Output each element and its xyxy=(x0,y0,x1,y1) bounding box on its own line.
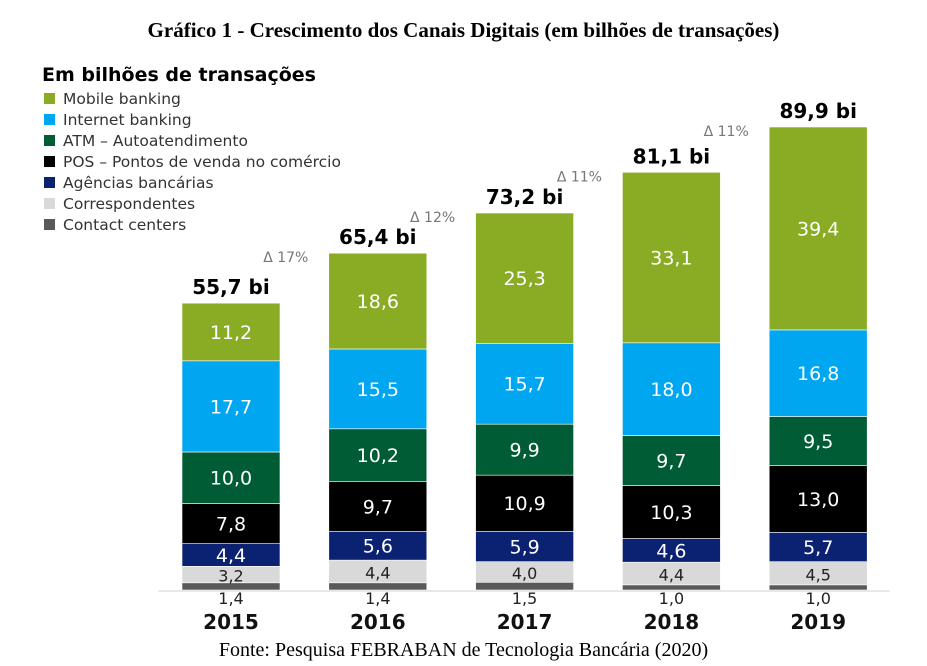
legend-label: Agências bancárias xyxy=(63,173,214,192)
bar-segment xyxy=(622,485,721,539)
legend-label: Contact centers xyxy=(63,215,187,234)
legend-swatch xyxy=(44,114,55,125)
legend-label: ATM – Autoatendimento xyxy=(63,131,248,150)
bar-segment xyxy=(181,302,281,362)
bar-segment xyxy=(328,481,428,532)
data-label: 18,0 xyxy=(650,379,692,401)
bar-segment xyxy=(768,329,868,417)
legend-swatch xyxy=(44,198,55,209)
bar-segment xyxy=(622,435,721,486)
bar-segment xyxy=(181,360,281,453)
data-label: 17,7 xyxy=(210,396,252,418)
legend: Mobile banking Internet banking ATM – Auto… xyxy=(44,88,341,235)
bar-segment xyxy=(475,423,574,476)
legend-item: ATM – Autoatendimento xyxy=(44,130,341,151)
bar-segment xyxy=(768,416,868,466)
legend-item: Agências bancárias xyxy=(44,172,341,193)
data-label: 15,7 xyxy=(503,374,545,396)
bar-segment xyxy=(328,530,428,561)
data-label: 1,5 xyxy=(512,589,537,608)
bar-segment xyxy=(181,503,281,544)
bar-segment xyxy=(622,172,721,344)
x-tick-label: 2018 xyxy=(644,610,700,634)
legend-label: Internet banking xyxy=(63,110,192,129)
growth-label: Δ 11% xyxy=(704,124,749,140)
data-label: 10,9 xyxy=(503,493,545,515)
legend-label: POS – Pontos de venda no comércio xyxy=(63,152,341,171)
x-tick-label: 2016 xyxy=(350,610,406,634)
bar-segment xyxy=(768,126,868,331)
data-label: 13,0 xyxy=(797,489,839,511)
data-label: 4,5 xyxy=(805,565,830,584)
legend-item: Mobile banking xyxy=(44,88,341,109)
total-label: 89,9 bi xyxy=(779,99,856,123)
growth-label: Δ 17% xyxy=(263,250,308,266)
data-label: 16,8 xyxy=(797,363,839,385)
data-label: 7,8 xyxy=(216,514,246,536)
source-note: Fonte: Pesquisa FEBRABAN de Tecnologia B… xyxy=(218,639,709,661)
legend-label: Correspondentes xyxy=(63,194,196,213)
data-label: 18,6 xyxy=(357,291,399,313)
x-tick-label: 2019 xyxy=(790,610,846,634)
data-label: 11,2 xyxy=(210,322,252,344)
data-label: 33,1 xyxy=(650,248,692,270)
data-label: 9,5 xyxy=(803,431,833,453)
data-label: 4,4 xyxy=(216,545,246,567)
data-label: 10,0 xyxy=(210,468,252,490)
bar-segment xyxy=(328,348,428,430)
data-label: 5,7 xyxy=(803,537,833,559)
legend-title: Em bilhões de transações xyxy=(42,64,316,86)
data-label: 9,7 xyxy=(656,450,686,472)
data-label: 4,4 xyxy=(365,563,390,582)
data-label: 10,2 xyxy=(357,445,399,467)
total-label: 65,4 bi xyxy=(339,225,416,249)
bar-segment xyxy=(328,252,428,350)
legend-swatch xyxy=(44,156,55,167)
bar-segment xyxy=(475,474,574,532)
chart-title: Gráfico 1 - Crescimento dos Canais Digit… xyxy=(147,18,780,42)
legend-swatch xyxy=(44,219,55,230)
bar-segment xyxy=(181,451,281,504)
legend-item: POS – Pontos de venda no comércio xyxy=(44,151,341,172)
legend-swatch xyxy=(44,93,55,104)
legend-swatch xyxy=(44,135,55,146)
bar-segment xyxy=(768,532,868,562)
growth-label: Δ 12% xyxy=(410,210,455,226)
x-tick-label: 2017 xyxy=(497,610,553,634)
data-label: 4,6 xyxy=(656,540,686,562)
bar-segment xyxy=(328,428,428,482)
data-label: 39,4 xyxy=(797,218,839,240)
legend-item: Internet banking xyxy=(44,109,341,130)
data-label: 9,7 xyxy=(363,496,393,518)
bar-segment xyxy=(475,530,574,562)
data-label: 10,3 xyxy=(650,502,692,524)
data-label: 25,3 xyxy=(503,268,545,290)
bar-segment xyxy=(768,465,868,533)
x-tick-label: 2015 xyxy=(203,610,259,634)
data-label: 5,9 xyxy=(509,536,539,558)
data-label: 15,5 xyxy=(357,379,399,401)
legend-label: Mobile banking xyxy=(63,89,181,108)
total-label: 55,7 bi xyxy=(192,275,269,299)
bar-segment xyxy=(475,212,574,344)
legend-item: Contact centers xyxy=(44,214,341,235)
bar-segment xyxy=(622,342,721,436)
total-label: 73,2 bi xyxy=(486,185,563,209)
data-label: 4,4 xyxy=(659,566,684,585)
data-label: 4,0 xyxy=(512,564,537,583)
data-label: 1,4 xyxy=(218,589,243,608)
data-label: 9,9 xyxy=(509,440,539,462)
data-label: 1,0 xyxy=(805,589,830,608)
data-label: 1,4 xyxy=(365,589,390,608)
growth-label: Δ 11% xyxy=(557,169,602,185)
bar-segment xyxy=(475,343,574,425)
data-label: 3,2 xyxy=(218,567,243,586)
total-label: 81,1 bi xyxy=(633,144,710,168)
legend-item: Correspondentes xyxy=(44,193,341,214)
legend-swatch xyxy=(44,177,55,188)
data-label: 5,6 xyxy=(363,536,393,558)
data-label: 1,0 xyxy=(659,589,684,608)
